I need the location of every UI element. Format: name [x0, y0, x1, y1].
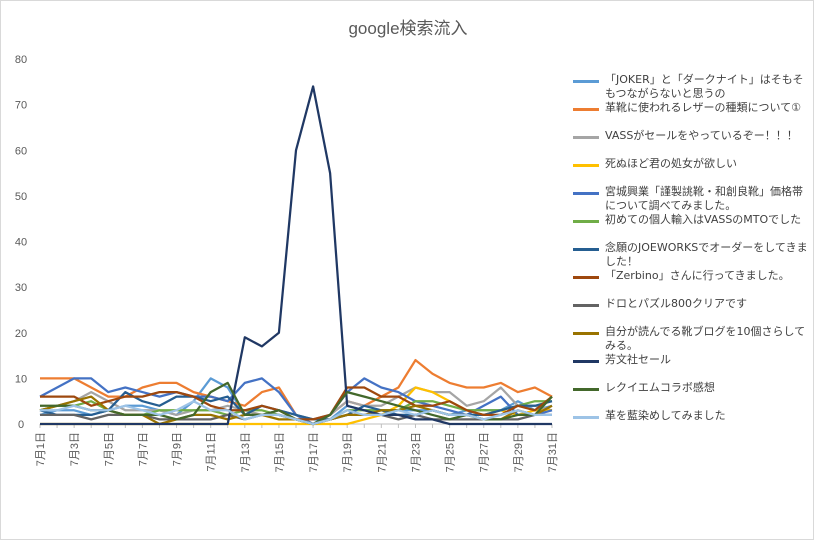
y-tick-label: 10 [15, 373, 27, 385]
legend-swatch [573, 276, 599, 279]
series-line-11 [40, 85, 552, 426]
y-tick-label: 20 [15, 328, 27, 340]
legend-swatch [573, 360, 599, 363]
legend-swatch [573, 416, 599, 419]
legend-label: 芳文社セール [605, 353, 671, 366]
legend-label: 「JOKER」と「ダークナイト」はそもそもつながらないと思うの [605, 73, 804, 100]
legend-label: 宮城興業「謹製誂靴・和創良靴」価格帯について調べてみました。 [605, 185, 803, 212]
series-line-13 [40, 400, 552, 426]
legend-label: 初めての個人輸入はVASSのMTOでした [605, 213, 802, 226]
y-tick-label: 0 [18, 419, 24, 431]
x-tick-label: 7月17日 [308, 432, 320, 472]
y-tick-label: 80 [15, 54, 27, 66]
legend-swatch [573, 192, 599, 195]
legend-label: レクイエムコラボ感想 [605, 381, 715, 394]
legend-label: 死ぬほど君の処女が欲しい [605, 157, 737, 170]
x-tick-label: 7月11日 [206, 432, 218, 472]
x-tick-label: 7月19日 [342, 432, 354, 472]
legend-swatch [573, 136, 599, 139]
legend-label: 革靴に使われるレザーの種類について① [605, 101, 801, 114]
x-tick-label: 7月7日 [137, 432, 149, 466]
legend-label: 自分が読んでる靴ブログを10個さらしてみる。 [605, 325, 806, 352]
x-tick-label: 7月31日 [547, 432, 559, 472]
y-tick-label: 70 [15, 100, 27, 112]
x-tick-label: 7月29日 [513, 432, 525, 472]
y-tick-label: 60 [15, 145, 27, 157]
x-tick-label: 7月1日 [35, 432, 47, 466]
x-tick-label: 7月21日 [376, 432, 388, 472]
y-tick-label: 50 [15, 191, 27, 203]
x-tick-label: 7月3日 [69, 432, 81, 466]
legend-label: 念願のJOEWORKSでオーダーをしてきました！ [605, 241, 808, 268]
y-tick-label: 30 [15, 282, 27, 294]
chart-title: google検索流入 [348, 19, 467, 38]
x-tick-label: 7月15日 [274, 432, 286, 472]
series-lines [39, 85, 553, 426]
legend-label: VASSがセールをやっているぞー！！！ [605, 129, 798, 142]
y-tick-label: 40 [15, 237, 27, 249]
x-tick-label: 7月9日 [172, 432, 184, 466]
x-tick-label: 7月13日 [240, 432, 252, 472]
legend-swatch [573, 248, 599, 251]
legend-label: 「Zerbino」さんに行ってきました。 [605, 269, 790, 282]
legend-label: ドロとパズル800クリアです [605, 297, 747, 310]
legend-swatch [573, 388, 599, 391]
y-axis: 0 10 20 30 40 50 60 70 80 [15, 54, 27, 431]
legend-swatch [573, 304, 599, 307]
legend-swatch [573, 220, 599, 223]
x-tick-label: 7月27日 [479, 432, 491, 472]
legend-swatch [573, 108, 599, 111]
legend-swatch [573, 80, 599, 83]
x-axis: 7月1日 7月3日 7月5日 7月7日 7月9日 7月11日 7月13日 7月15日 7月17日… [35, 423, 559, 472]
x-tick-label: 7月5日 [103, 432, 115, 466]
legend-label: 革を藍染めしてみました [605, 409, 726, 422]
legend-swatch [573, 332, 599, 335]
legend-swatch [573, 164, 599, 167]
x-tick-label: 7月23日 [410, 432, 422, 472]
x-tick-label: 7月25日 [445, 432, 457, 472]
